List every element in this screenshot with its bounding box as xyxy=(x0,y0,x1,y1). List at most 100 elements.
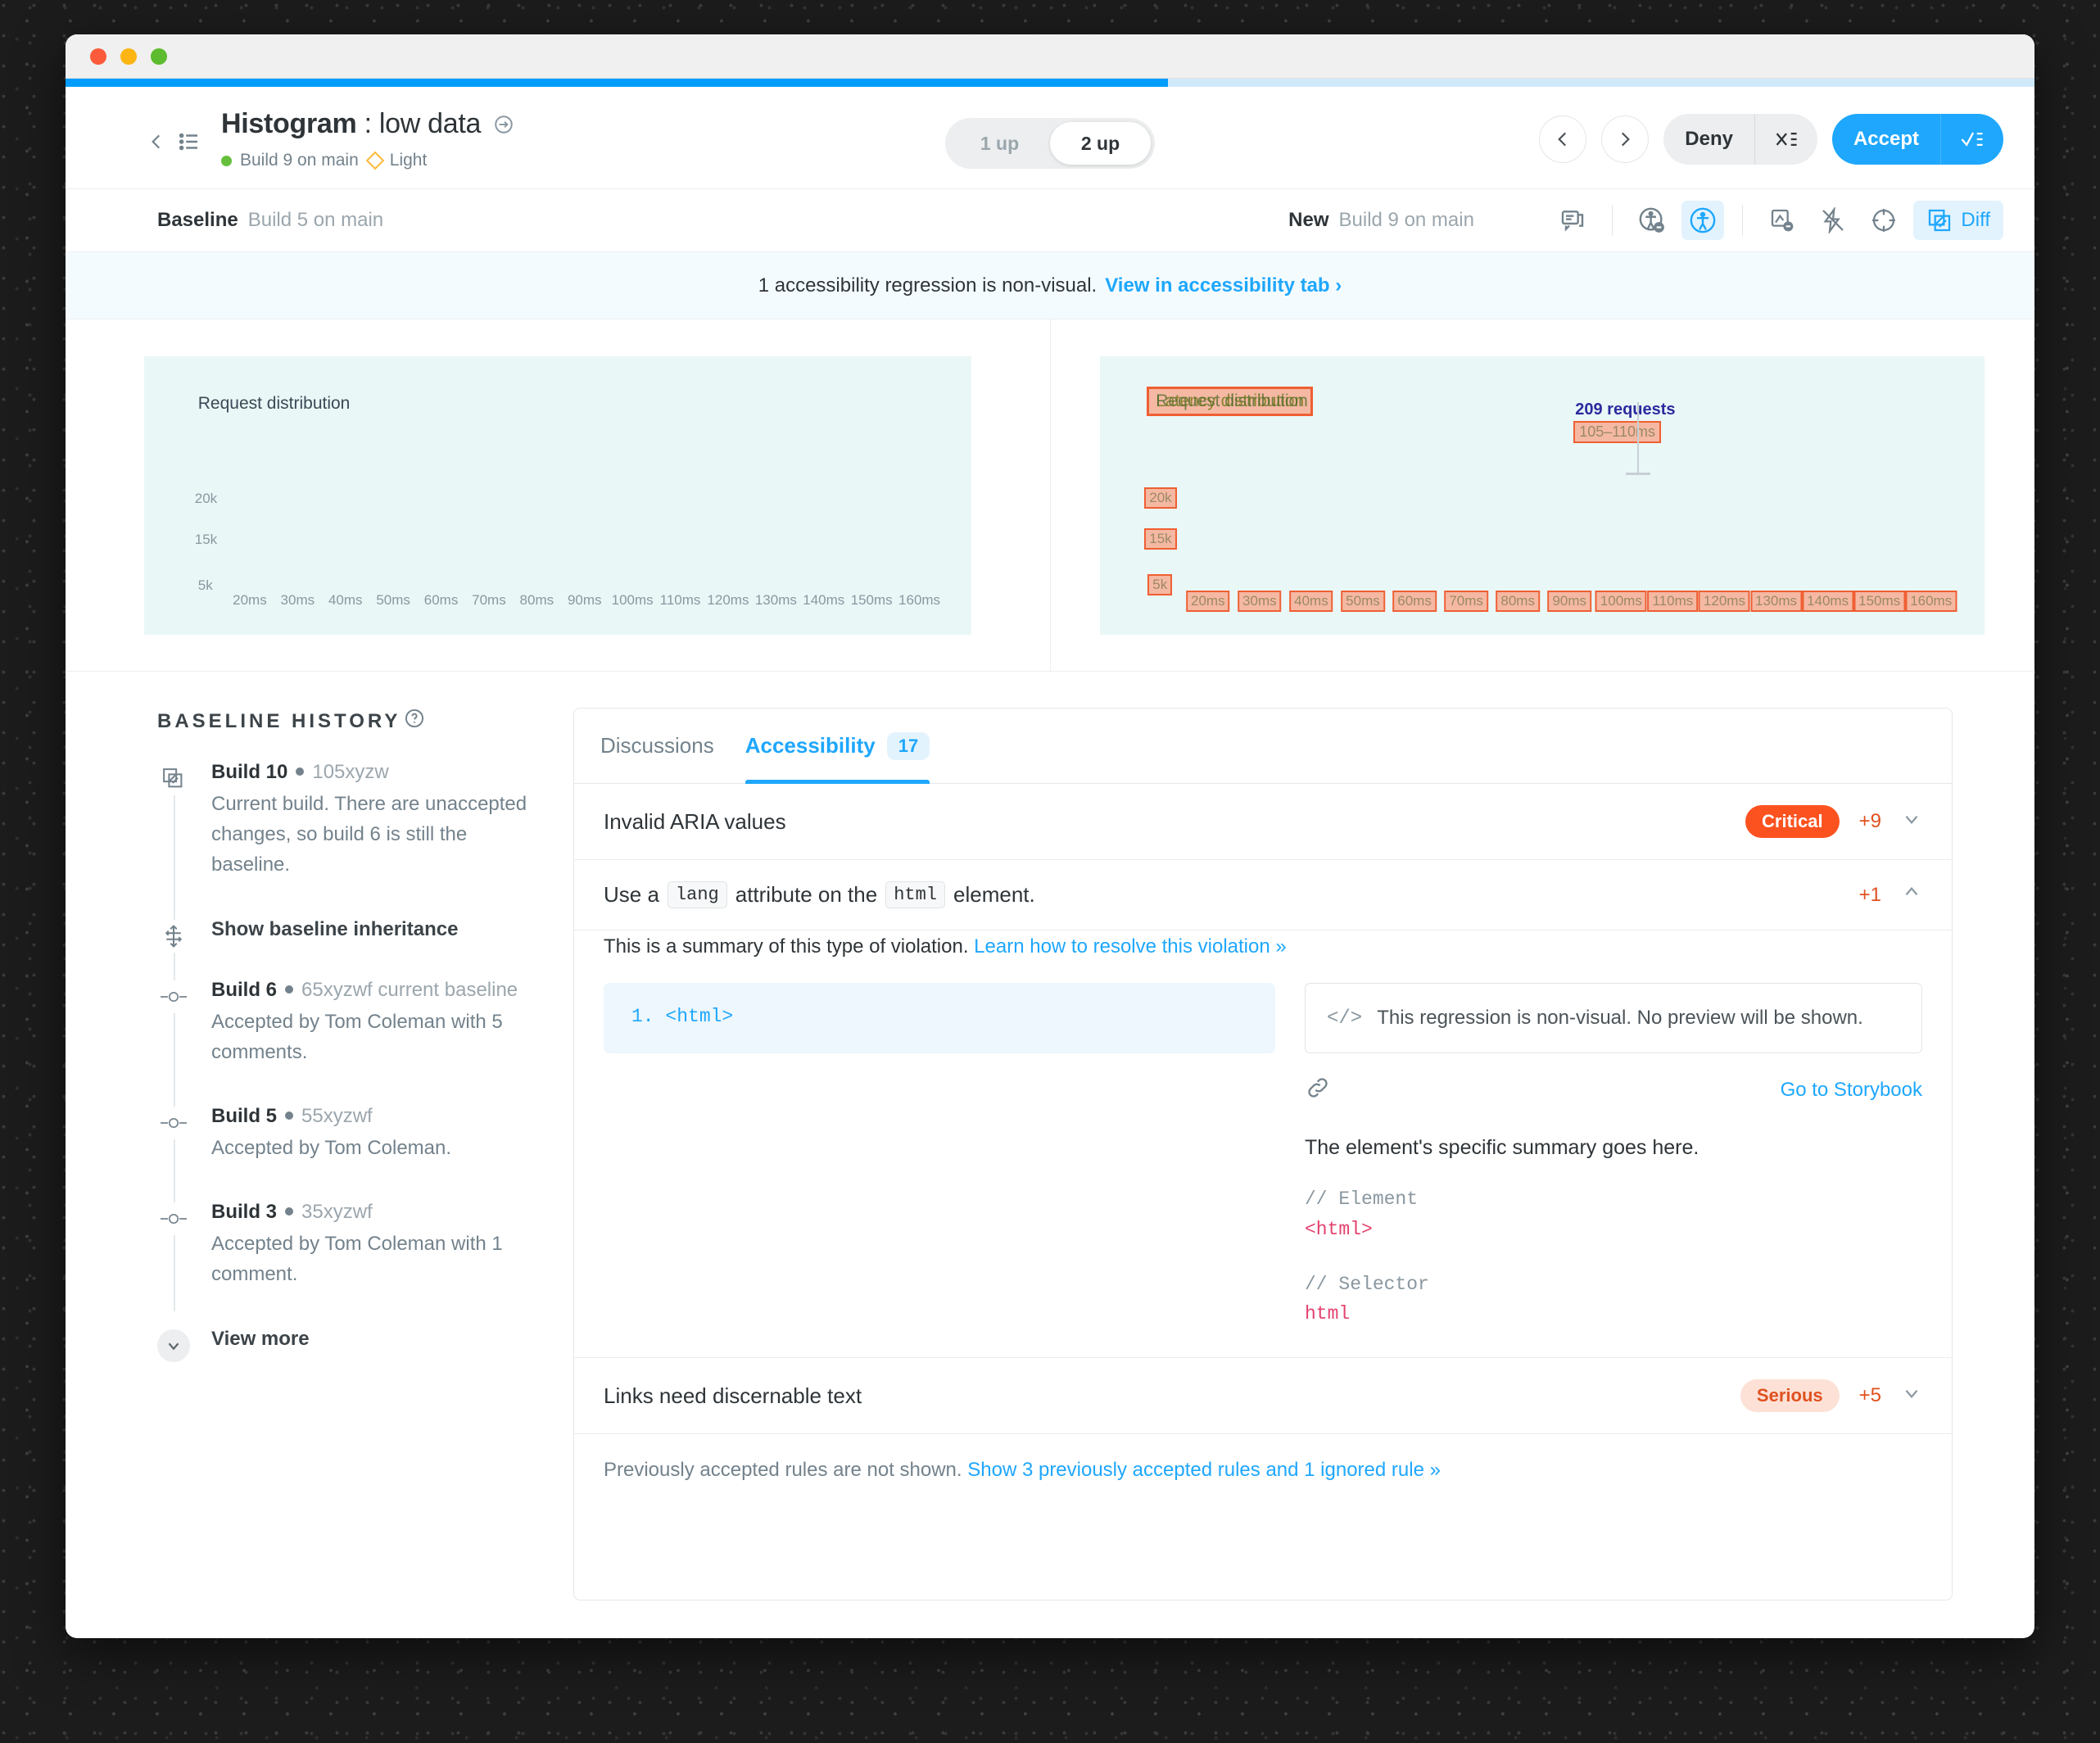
xtick-label: 80ms xyxy=(1496,590,1540,612)
new-xticks: 20ms 30ms 40ms 50ms 60ms 70ms 80ms 90ms 100ms 110… xyxy=(1182,590,1957,613)
page-title-light: low data xyxy=(378,108,482,139)
rule-row-lang-attribute[interactable]: Use a lang attribute on the html element… xyxy=(574,860,1952,930)
accept-options-icon[interactable] xyxy=(1940,114,2003,165)
show-baseline-inheritance-link[interactable]: Show baseline inheritance xyxy=(211,917,459,940)
open-external-icon[interactable] xyxy=(493,111,514,143)
timeline-item-inheritance[interactable]: Show baseline inheritance xyxy=(157,917,541,953)
rule-title: Links need discernable text xyxy=(604,1383,862,1408)
accept-button[interactable]: Accept xyxy=(1831,114,2003,165)
xtick-label: 100ms xyxy=(1595,590,1647,612)
xtick-label: 30ms xyxy=(1238,590,1282,612)
view-more-row[interactable]: View more xyxy=(157,1327,541,1362)
focus-target-icon[interactable] xyxy=(1862,201,1905,240)
link-icon[interactable] xyxy=(1305,1075,1331,1105)
violating-elements-list[interactable]: 1. <html> xyxy=(604,983,1275,1053)
deny-button[interactable]: Deny xyxy=(1663,114,1817,165)
timeline-line xyxy=(174,794,175,1311)
page-title: Histogram : low data xyxy=(221,108,514,143)
next-snapshot-button[interactable] xyxy=(1601,115,1650,163)
view-in-accessibility-tab-link[interactable]: View in accessibility tab › xyxy=(1105,274,1342,297)
hide-snapshot-icon[interactable] xyxy=(1761,201,1804,240)
xtick-label: 160ms xyxy=(898,591,941,608)
rule-body-lang-attribute: This is a summary of this type of violat… xyxy=(574,930,1952,1359)
status-badge-serious: Serious xyxy=(1740,1379,1840,1413)
xtick-label: 20ms xyxy=(233,591,267,608)
tab-accessibility[interactable]: Accessibility 17 xyxy=(745,709,930,784)
previous-snapshot-button[interactable] xyxy=(1539,115,1587,163)
build-name: Build 10 xyxy=(211,761,288,783)
timeline-item-build-3[interactable]: Build 3 35xyzwf Accepted by Tom Coleman w… xyxy=(157,1201,541,1289)
build-title: Build 3 35xyzwf xyxy=(211,1201,541,1224)
rule-delta: +9 xyxy=(1858,810,1881,832)
disable-animation-icon[interactable] xyxy=(1812,201,1854,240)
learn-how-link[interactable]: Learn how to resolve this violation » xyxy=(974,935,1287,958)
accessibility-on-icon[interactable] xyxy=(1681,201,1725,240)
timeline-item-build-6[interactable]: Build 6 65xyzwf current baseline Accepted… xyxy=(157,979,541,1067)
baseline-history-title: BASELINE HISTORY xyxy=(157,709,401,732)
timeline-item-build-5[interactable]: Build 5 55xyzwf Accepted by Tom Coleman. xyxy=(157,1105,541,1163)
baseline-plot xyxy=(226,425,944,584)
tab-discussions-label: Discussions xyxy=(600,733,714,758)
rule-title: Invalid ARIA values xyxy=(604,808,786,834)
diff-toggle-button[interactable]: Diff xyxy=(1913,201,2003,240)
commit-icon xyxy=(157,1202,190,1236)
help-icon[interactable] xyxy=(404,708,425,735)
xtick-label: 40ms xyxy=(328,591,363,608)
accessibility-banner: 1 accessibility regression is non-visual… xyxy=(66,252,2034,319)
baseline-snapshot[interactable]: Request distribution 20k 15k 5k 20ms 30ms… xyxy=(66,319,1051,671)
show-accepted-rules-link[interactable]: Show 3 previously accepted rules and 1 i… xyxy=(967,1459,1441,1482)
deny-options-icon[interactable] xyxy=(1754,114,1817,165)
chevron-down-icon[interactable] xyxy=(1901,808,1922,835)
xtick-label: 140ms xyxy=(803,591,845,608)
go-to-storybook-link[interactable]: Go to Storybook xyxy=(1780,1078,1922,1101)
chevron-down-icon[interactable] xyxy=(1901,1383,1922,1410)
preview-placeholder: </> This regression is non-visual. No pr… xyxy=(1305,983,1922,1053)
chevron-up-icon[interactable] xyxy=(1901,881,1922,908)
rule-delta: +1 xyxy=(1858,883,1881,906)
rule-row-links-discernable[interactable]: Links need discernable text Serious +5 xyxy=(574,1358,1952,1435)
new-value: Build 9 on main xyxy=(1338,209,1474,231)
xtick-label: 90ms xyxy=(1547,590,1592,612)
xtick-label: 60ms xyxy=(1392,590,1437,612)
theme-diamond-icon xyxy=(365,151,385,170)
viewport-toggle[interactable]: 1 up 2 up xyxy=(945,118,1155,169)
timeline-item-build-10[interactable]: Build 10 105xyzw Current build. There are… xyxy=(157,761,541,881)
footer-note-text: Previously accepted rules are not shown. xyxy=(604,1459,962,1482)
comments-icon[interactable] xyxy=(1551,201,1594,240)
accessibility-off-icon[interactable] xyxy=(1631,201,1673,240)
toolbar-divider xyxy=(1612,205,1613,236)
minimize-window-button[interactable] xyxy=(120,48,137,65)
xtick-label: 110ms xyxy=(1647,590,1699,612)
xtick-label: 120ms xyxy=(707,591,749,608)
element-value: <html> xyxy=(1305,1218,1373,1240)
build-dot-icon xyxy=(296,767,305,776)
tab-discussions[interactable]: Discussions xyxy=(600,709,714,784)
build-title: Build 6 65xyzwf current baseline xyxy=(211,979,541,1002)
toggle-2-up[interactable]: 2 up xyxy=(1050,122,1151,165)
new-snapshot[interactable]: Request distribution Latency distributio… xyxy=(1051,319,2035,671)
build-hash: 65xyzwf current baseline xyxy=(301,978,518,1001)
rule-code-html: html xyxy=(885,881,946,908)
theme-indicator: Light xyxy=(365,151,427,170)
xtick-label: 150ms xyxy=(1853,590,1906,612)
list-view-icon[interactable] xyxy=(177,129,201,158)
selector-detail: // Selector html xyxy=(1305,1270,1922,1330)
build-hash: 35xyzwf xyxy=(301,1201,373,1224)
baseline-ytick-5k: 5k xyxy=(197,577,213,593)
view-more-link[interactable]: View more xyxy=(211,1327,310,1350)
close-window-button[interactable] xyxy=(90,48,106,65)
banner-text: 1 accessibility regression is non-visual… xyxy=(758,274,1098,297)
build-title: Build 5 55xyzwf xyxy=(211,1105,541,1128)
back-chevron-icon[interactable] xyxy=(146,129,167,158)
xtick-label: 70ms xyxy=(472,591,506,608)
toggle-1-up[interactable]: 1 up xyxy=(980,133,1020,154)
code-line-text: <html> xyxy=(665,1006,734,1027)
build-description: Accepted by Tom Coleman with 1 comment. xyxy=(211,1233,503,1286)
maximize-window-button[interactable] xyxy=(151,48,167,65)
build-description: Accepted by Tom Coleman. xyxy=(211,1136,452,1159)
window-titlebar xyxy=(66,34,2034,79)
app-window: Histogram : low data Build 9 on main Lig… xyxy=(66,34,2034,1638)
rule-row-invalid-aria[interactable]: Invalid ARIA values Critical +9 xyxy=(574,784,1952,860)
status-dot-icon xyxy=(221,155,232,166)
element-summary: The element's specific summary goes here… xyxy=(1305,1136,1699,1159)
